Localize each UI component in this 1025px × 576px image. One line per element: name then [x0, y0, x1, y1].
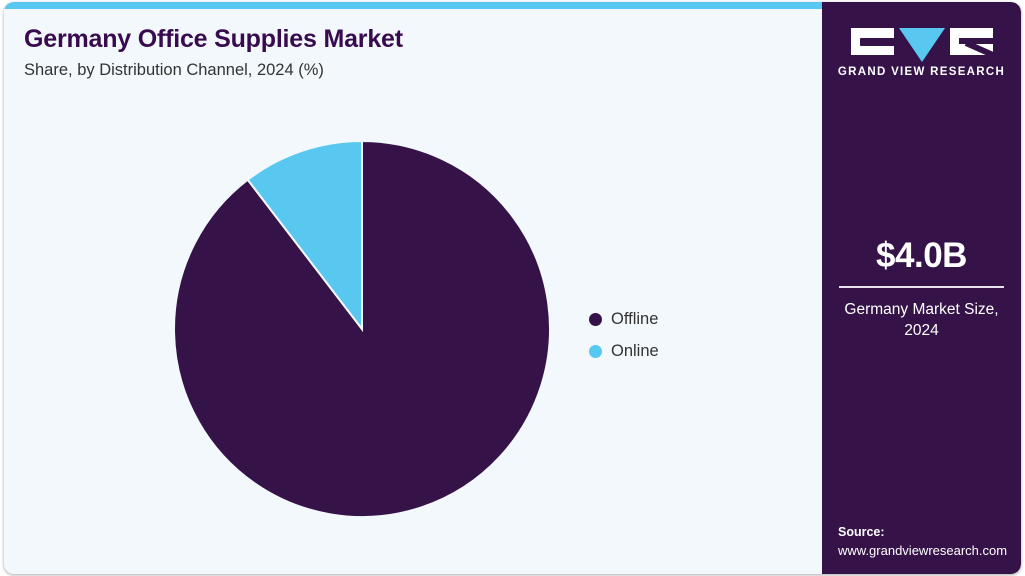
logo-wordmark: GRAND VIEW RESEARCH	[837, 66, 1006, 78]
pie-chart	[174, 141, 550, 517]
chart-card: Germany Office Supplies Market Share, by…	[4, 2, 1021, 574]
legend-label-offline: Offline	[611, 309, 659, 328]
page-title: Germany Office Supplies Market	[24, 25, 403, 53]
legend-label-online: Online	[611, 341, 659, 360]
chart-header: Germany Office Supplies Market Share, by…	[24, 25, 724, 80]
chart-subtitle: Share, by Distribution Channel, 2024 (%)	[24, 60, 324, 79]
pie-slices	[174, 141, 550, 517]
stat-value: $4.0B	[876, 236, 967, 275]
side-panel: GRAND VIEW RESEARCH $4.0B Germany Market…	[822, 2, 1021, 574]
brand-logo[interactable]: GRAND VIEW RESEARCH	[822, 28, 1021, 78]
stat-caption: Germany Market Size, 2024	[844, 301, 999, 339]
pie-chart-svg	[174, 141, 550, 517]
legend-item-online[interactable]: Online	[589, 335, 659, 367]
pie-slice-online[interactable]	[246, 141, 363, 332]
legend-swatch-offline	[589, 312, 602, 326]
source-label: Source:	[838, 525, 885, 540]
logo-marks	[850, 28, 993, 62]
source-url[interactable]: www.grandviewresearch.com	[838, 542, 1008, 558]
legend-swatch-online	[589, 344, 602, 358]
chart-legend: Offline Online	[589, 303, 659, 367]
logo-letter-g-icon	[850, 28, 894, 55]
market-size-stat: $4.0B Germany Market Size, 2024	[832, 238, 1011, 342]
stat-divider	[839, 286, 1004, 288]
logo-letter-v-icon	[898, 28, 945, 62]
legend-item-offline[interactable]: Offline	[589, 303, 659, 335]
top-accent-strip	[4, 2, 822, 9]
source-block: Source: www.grandviewresearch.com	[838, 523, 1011, 560]
logo-letter-r-icon	[949, 28, 993, 55]
